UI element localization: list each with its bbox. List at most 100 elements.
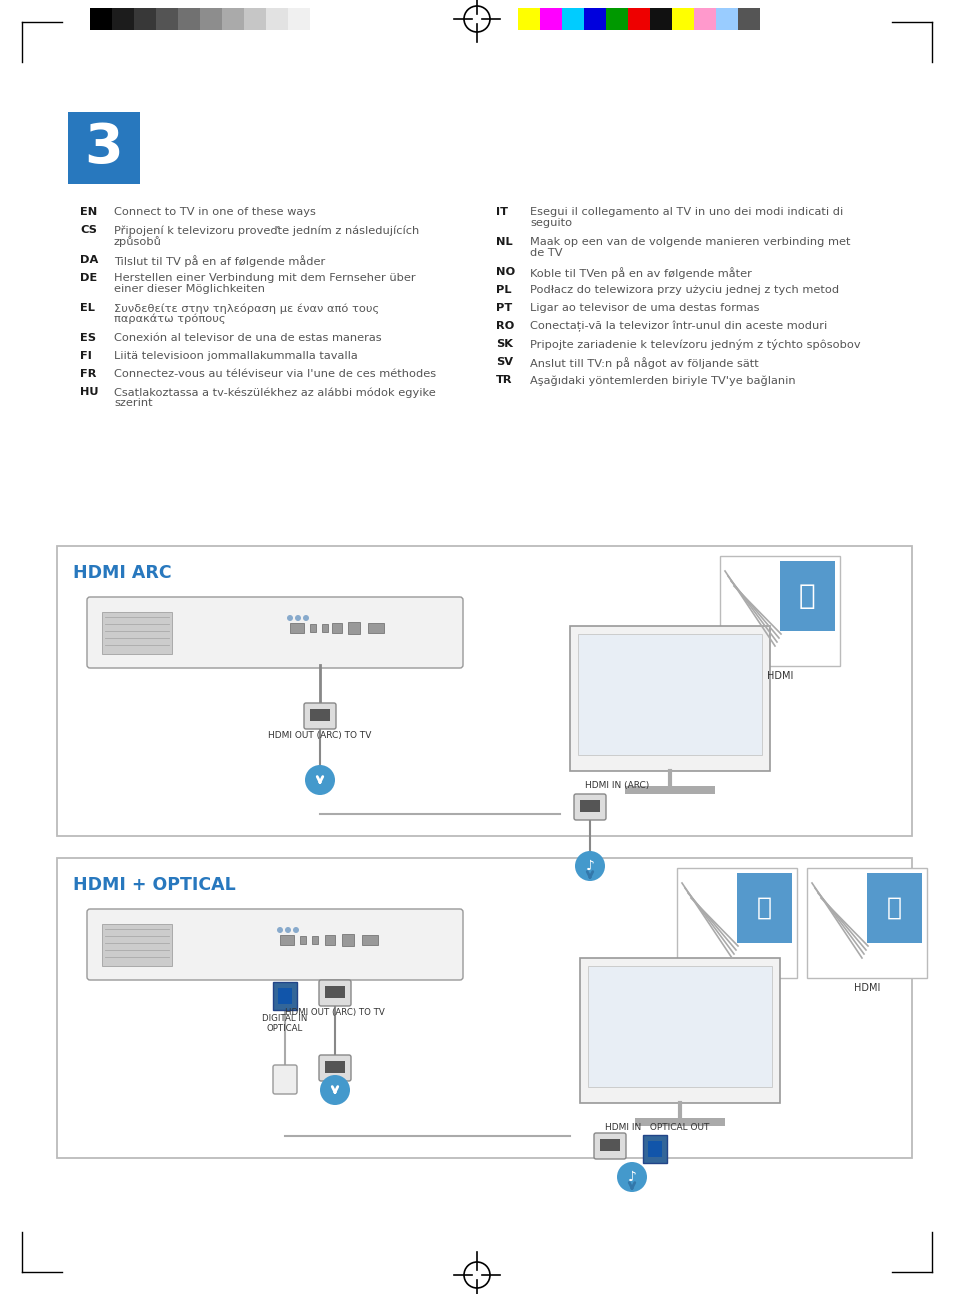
- Circle shape: [293, 927, 298, 933]
- Text: DE: DE: [80, 273, 97, 283]
- Text: Podłacz do telewizora przy użyciu jednej z tych metod: Podłacz do telewizora przy użyciu jednej…: [530, 285, 839, 295]
- Circle shape: [303, 615, 309, 621]
- Bar: [716, 8, 738, 30]
- Text: szerint: szerint: [113, 399, 152, 408]
- Text: HDMI: HDMI: [853, 983, 880, 992]
- Text: 🛒: 🛒: [885, 895, 901, 920]
- Bar: [361, 936, 377, 945]
- Text: PT: PT: [496, 303, 512, 313]
- Bar: [222, 8, 244, 30]
- FancyBboxPatch shape: [594, 1134, 625, 1159]
- Text: HDMI OUT (ARC) TO TV: HDMI OUT (ARC) TO TV: [285, 1008, 384, 1017]
- Text: DA: DA: [80, 255, 98, 265]
- FancyBboxPatch shape: [87, 908, 462, 980]
- Bar: [569, 626, 769, 771]
- Bar: [90, 8, 112, 30]
- Text: HDMI OUT (ARC) TO TV: HDMI OUT (ARC) TO TV: [268, 731, 372, 740]
- Bar: [720, 556, 840, 666]
- Text: παρακάτω τρόπους: παρακάτω τρόπους: [113, 314, 226, 325]
- Bar: [578, 634, 761, 754]
- Bar: [57, 546, 911, 836]
- Text: NO: NO: [496, 267, 515, 277]
- Bar: [325, 986, 345, 998]
- Text: Pripojte zariadenie k televízoru jedným z týchto spôsobov: Pripojte zariadenie k televízoru jedným …: [530, 339, 860, 349]
- Bar: [738, 8, 760, 30]
- Text: Ligar ao televisor de uma destas formas: Ligar ao televisor de uma destas formas: [530, 303, 759, 313]
- Bar: [57, 858, 911, 1158]
- Bar: [102, 924, 172, 967]
- Bar: [677, 868, 796, 978]
- Bar: [780, 562, 834, 631]
- Bar: [599, 1139, 619, 1150]
- Bar: [280, 936, 294, 945]
- Text: Connectez-vous au téléviseur via l'une de ces méthodes: Connectez-vous au téléviseur via l'une d…: [113, 369, 436, 379]
- Text: Připojení k televizoru proveďte jedním z následujících: Připojení k televizoru proveďte jedním z…: [113, 225, 418, 236]
- Bar: [539, 8, 561, 30]
- Circle shape: [285, 927, 291, 933]
- Text: HDMI IN (ARC): HDMI IN (ARC): [584, 782, 649, 791]
- Bar: [649, 8, 671, 30]
- Text: NL: NL: [496, 237, 512, 247]
- Bar: [310, 8, 332, 30]
- Text: HDMI IN   OPTICAL OUT: HDMI IN OPTICAL OUT: [604, 1123, 709, 1132]
- Circle shape: [287, 615, 293, 621]
- Bar: [579, 958, 780, 1102]
- Bar: [102, 612, 172, 653]
- Text: EL: EL: [80, 303, 94, 313]
- Bar: [737, 873, 791, 943]
- FancyBboxPatch shape: [273, 1065, 296, 1093]
- Text: způsobů: způsobů: [113, 236, 162, 247]
- Text: SK: SK: [496, 339, 513, 349]
- Bar: [288, 8, 310, 30]
- Bar: [517, 8, 539, 30]
- Circle shape: [294, 615, 301, 621]
- Text: HDMI + OPTICAL: HDMI + OPTICAL: [73, 876, 235, 894]
- Text: DIGITAL IN
OPTICAL: DIGITAL IN OPTICAL: [262, 1014, 308, 1034]
- Bar: [277, 989, 292, 1004]
- Text: ♪: ♪: [585, 859, 594, 873]
- Text: IT: IT: [496, 207, 507, 217]
- Bar: [647, 1141, 661, 1157]
- Bar: [561, 8, 583, 30]
- Text: PL: PL: [496, 285, 511, 295]
- Bar: [671, 8, 693, 30]
- Text: SV: SV: [496, 357, 513, 367]
- Bar: [627, 8, 649, 30]
- Text: HDMI ARC: HDMI ARC: [73, 564, 172, 582]
- FancyBboxPatch shape: [574, 795, 605, 820]
- Text: HDMI: HDMI: [766, 672, 792, 681]
- Text: Maak op een van de volgende manieren verbinding met: Maak op een van de volgende manieren ver…: [530, 237, 850, 247]
- Circle shape: [276, 927, 283, 933]
- Bar: [312, 936, 317, 945]
- Bar: [325, 936, 335, 945]
- Text: Conectați-vă la televizor într-unul din aceste moduri: Conectați-vă la televizor într-unul din …: [530, 321, 826, 333]
- Text: HU: HU: [80, 387, 98, 397]
- Bar: [332, 622, 341, 633]
- Bar: [635, 1118, 724, 1126]
- Text: CS: CS: [80, 225, 97, 236]
- Text: TR: TR: [496, 375, 512, 386]
- Text: Aşağıdaki yöntemlerden biriyle TV'ye bağlanin: Aşağıdaki yöntemlerden biriyle TV'ye bağ…: [530, 375, 795, 386]
- Circle shape: [617, 1162, 646, 1192]
- Bar: [266, 8, 288, 30]
- Bar: [866, 873, 921, 943]
- FancyBboxPatch shape: [318, 980, 351, 1005]
- Text: Conexión al televisor de una de estas maneras: Conexión al televisor de una de estas ma…: [113, 333, 381, 343]
- Text: einer dieser Möglichkeiten: einer dieser Möglichkeiten: [113, 283, 265, 294]
- Bar: [244, 8, 266, 30]
- Bar: [348, 622, 359, 634]
- Text: Liitä televisioon jommallakummalla tavalla: Liitä televisioon jommallakummalla taval…: [113, 351, 357, 361]
- Bar: [368, 622, 384, 633]
- Bar: [299, 936, 306, 945]
- Text: 🛒: 🛒: [798, 582, 815, 609]
- FancyBboxPatch shape: [318, 1055, 351, 1080]
- Text: EN: EN: [80, 207, 97, 217]
- Bar: [341, 934, 354, 946]
- Bar: [290, 622, 304, 633]
- Bar: [583, 8, 605, 30]
- Text: seguito: seguito: [530, 217, 572, 228]
- Text: Csatlakoztassa a tv-készülékhez az alábbi módok egyike: Csatlakoztassa a tv-készülékhez az alább…: [113, 387, 436, 397]
- Bar: [624, 785, 714, 795]
- Circle shape: [305, 765, 335, 795]
- Bar: [112, 8, 133, 30]
